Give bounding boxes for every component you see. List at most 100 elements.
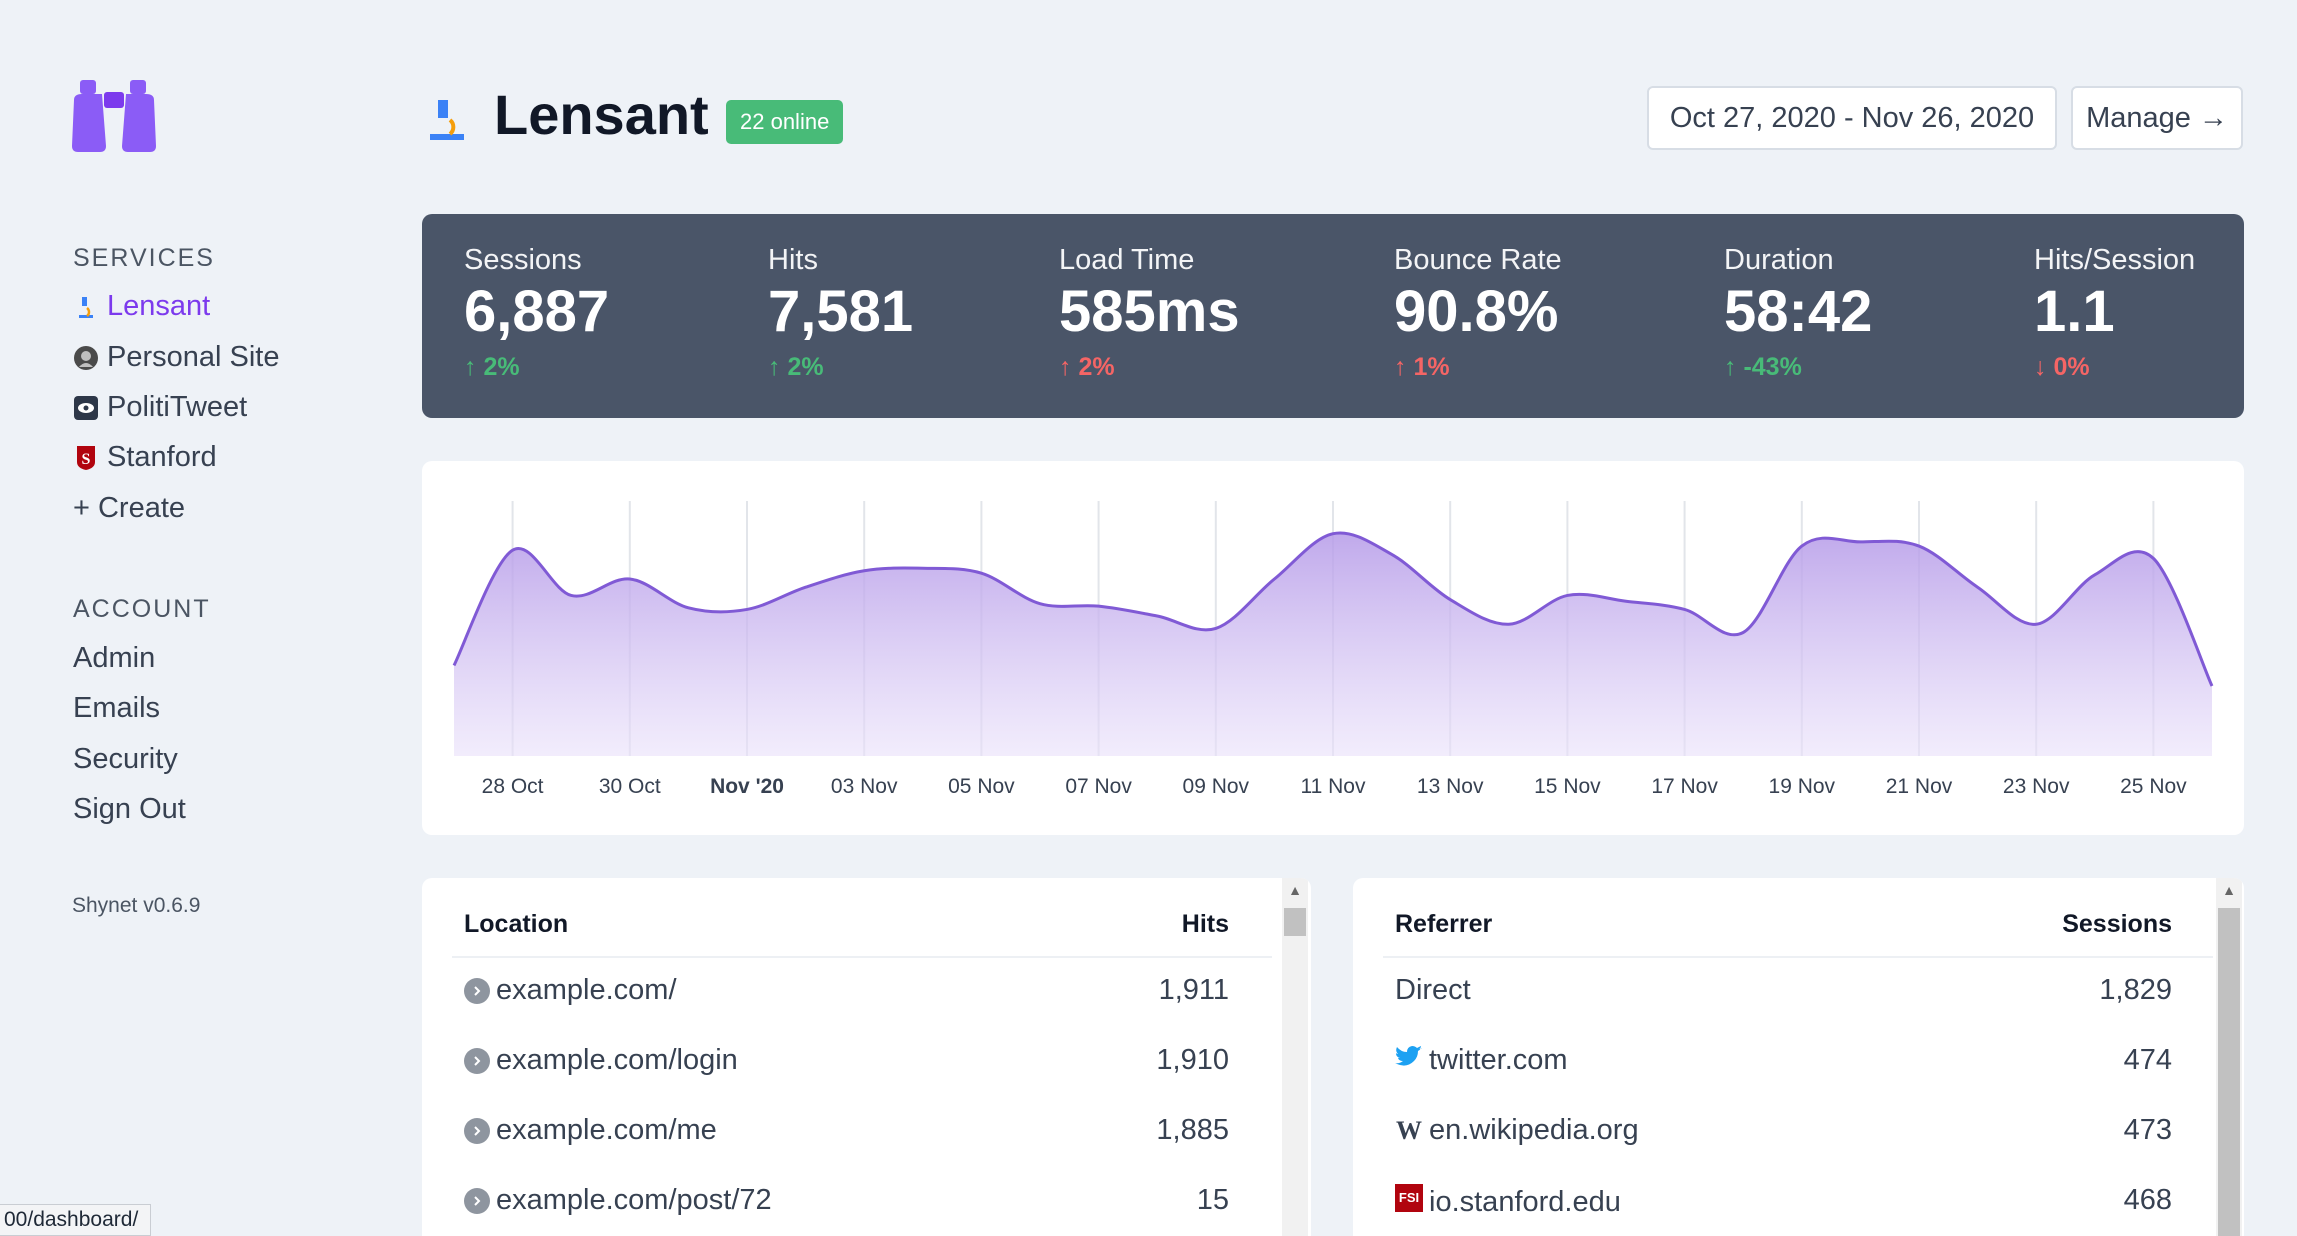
chart-point[interactable] <box>1093 600 1105 612</box>
x-tick-label: 07 Nov <box>1065 775 1132 798</box>
chart-point[interactable] <box>624 573 636 585</box>
sessions-area-chart[interactable]: 28 Oct 30 Oct Nov '20 03 Nov 05 Nov 07 Nov 09 … <box>422 461 2244 835</box>
chart-point[interactable] <box>975 567 987 579</box>
chart-point[interactable] <box>2147 552 2159 564</box>
x-tick-label: 15 Nov <box>1534 775 1601 798</box>
sidebar: SERVICES Lensant Personal Site PolitiTwe… <box>0 0 400 1236</box>
stat-hits-per-session: Hits/Session 1.1 ↓ 0% <box>2034 244 2195 382</box>
stats-bar: Sessions 6,887 ↑ 2% Hits 7,581 ↑ 2% Load… <box>422 214 2244 418</box>
chart-point[interactable] <box>800 581 812 593</box>
chevron-right-icon <box>464 1047 490 1074</box>
stat-value: 1.1 <box>2034 279 2115 344</box>
table-row[interactable]: Direct <box>1395 974 1471 1007</box>
sidebar-item-create[interactable]: + Create <box>73 492 185 525</box>
chart-point[interactable] <box>1386 548 1398 560</box>
chart-point[interactable] <box>2206 680 2218 692</box>
chart-point[interactable] <box>1796 540 1808 552</box>
chart-point[interactable] <box>1151 610 1163 622</box>
chevron-right-icon <box>464 977 490 1004</box>
chart-point[interactable] <box>1972 581 1984 593</box>
scroll-up-icon[interactable]: ▲ <box>2222 882 2236 898</box>
account-heading: ACCOUNT <box>73 595 211 623</box>
chart-point[interactable] <box>1503 618 1515 630</box>
x-tick-label: 28 Oct <box>482 775 544 798</box>
scrollbar-thumb[interactable] <box>1284 908 1306 936</box>
chart-point[interactable] <box>1913 540 1925 552</box>
sidebar-item-security[interactable]: Security <box>73 743 178 775</box>
table-row[interactable]: example.com/post/72 <box>464 1184 772 1217</box>
hits-header: Hits <box>1181 910 1229 938</box>
referrer-label: io.stanford.edu <box>1429 1185 1621 1218</box>
location-label: example.com/me <box>496 1114 717 1146</box>
sidebar-item-emails[interactable]: Emails <box>73 692 161 724</box>
chart-point[interactable] <box>1620 595 1632 607</box>
chart-point[interactable] <box>1268 573 1280 585</box>
chart-point[interactable] <box>2089 569 2101 581</box>
online-badge: 22 online <box>726 100 844 144</box>
sessions-header: Sessions <box>2062 910 2172 938</box>
x-tick-label: 09 Nov <box>1183 775 1250 798</box>
table-row[interactable]: example.com/ <box>464 974 677 1007</box>
sidebar-item-personal-site[interactable]: Personal Site <box>73 341 280 374</box>
stat-label: Load Time <box>1059 244 1195 276</box>
chart-point[interactable] <box>1854 536 1866 548</box>
stat-value: 58:42 <box>1724 279 1873 344</box>
x-tick-label: Nov '20 <box>710 775 784 798</box>
sessions-chart-card: 28 Oct 30 Oct Nov '20 03 Nov 05 Nov 07 Nov 09 … <box>422 461 2244 835</box>
table-row[interactable]: FSI io.stanford.edu <box>1395 1184 1621 1220</box>
svg-text:S: S <box>82 451 91 468</box>
referrer-label: en.wikipedia.org <box>1429 1114 1639 1146</box>
avatar-icon <box>73 345 99 371</box>
chart-point[interactable] <box>741 603 753 615</box>
sidebar-item-sign-out[interactable]: Sign Out <box>73 793 186 825</box>
table-row[interactable]: example.com/login <box>464 1044 738 1077</box>
sidebar-item-label: Personal Site <box>107 341 280 373</box>
table-row[interactable]: example.com/me <box>464 1114 717 1147</box>
manage-button[interactable]: Manage → <box>2071 86 2243 150</box>
x-tick-label: 17 Nov <box>1651 775 1718 798</box>
referrer-sessions: 474 <box>2123 1044 2172 1076</box>
stat-change: ↑ 2% <box>1059 353 1115 381</box>
location-label: example.com/ <box>496 974 677 1006</box>
chart-point[interactable] <box>1327 528 1339 540</box>
chart-point[interactable] <box>1034 598 1046 610</box>
chart-point[interactable] <box>1210 622 1222 634</box>
table-row[interactable]: twitter.com <box>1395 1044 1568 1077</box>
svg-text:FSI: FSI <box>1399 1190 1419 1205</box>
chart-point[interactable] <box>1561 589 1573 601</box>
chart-point[interactable] <box>858 565 870 577</box>
chart-point[interactable] <box>507 544 519 556</box>
table-row[interactable]: W en.wikipedia.org <box>1395 1114 1639 1147</box>
chart-point[interactable] <box>448 659 460 671</box>
chart-point[interactable] <box>565 589 577 601</box>
stat-change: ↑ 2% <box>464 353 520 381</box>
chart-point[interactable] <box>1444 594 1456 606</box>
page-title: Lensant <box>494 83 709 146</box>
stat-hits: Hits 7,581 ↑ 2% <box>768 244 913 382</box>
sidebar-item-stanford[interactable]: S Stanford <box>73 441 217 474</box>
location-table: Location Hits example.com/ 1,911 example… <box>422 878 1311 1236</box>
sidebar-item-polititweet[interactable]: PolitiTweet <box>73 391 247 424</box>
wikipedia-icon: W <box>1396 1115 1422 1145</box>
chart-point[interactable] <box>917 562 929 574</box>
chart-point[interactable] <box>2030 618 2042 630</box>
date-range-picker[interactable]: Oct 27, 2020 - Nov 26, 2020 <box>1647 86 2057 150</box>
chart-point[interactable] <box>1679 603 1691 615</box>
location-hits: 15 <box>1196 1184 1229 1216</box>
stat-value: 7,581 <box>768 279 914 344</box>
chevron-right-icon <box>464 1187 490 1214</box>
stat-value: 585ms <box>1059 279 1240 344</box>
x-tick-label: 05 Nov <box>948 775 1015 798</box>
chart-point[interactable] <box>682 602 694 614</box>
location-hits: 1,910 <box>1156 1044 1229 1076</box>
sidebar-item-admin[interactable]: Admin <box>73 642 156 674</box>
scroll-up-icon[interactable]: ▲ <box>1288 882 1302 898</box>
scrollbar-thumb[interactable] <box>2218 908 2240 1236</box>
chart-point[interactable] <box>1737 627 1749 639</box>
binoculars-logo-icon[interactable] <box>70 76 158 152</box>
location-scrollbar[interactable] <box>1282 878 1308 1236</box>
sidebar-item-label: PolitiTweet <box>107 391 248 423</box>
location-label: example.com/post/72 <box>496 1184 772 1216</box>
sidebar-item-lensant[interactable]: Lensant <box>73 290 210 323</box>
stat-duration: Duration 58:42 ↑ -43% <box>1724 244 1872 382</box>
